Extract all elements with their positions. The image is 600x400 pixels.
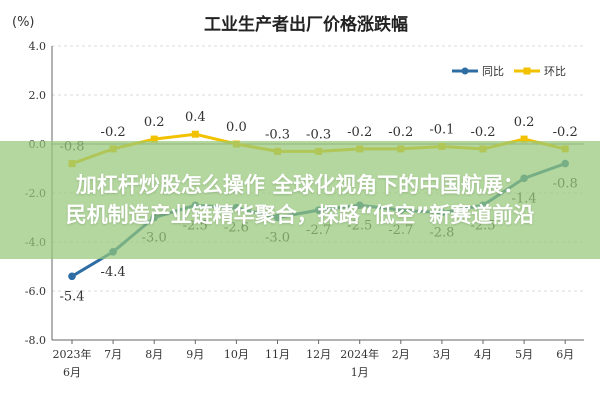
data-label-mom: 0.0 (226, 120, 247, 135)
x-tick-label: 5月 (515, 348, 533, 361)
x-tick-label: 12月 (306, 348, 331, 361)
data-label-mom: -0.2 (101, 125, 126, 140)
x-tick-label: 6月 (556, 348, 574, 361)
x-tick-label: 8月 (145, 348, 163, 361)
x-tick-label: 6月 (63, 366, 81, 379)
y-tick-label: 4.0 (29, 40, 47, 53)
point-mom (191, 130, 199, 138)
x-tick-label: 1月 (351, 366, 369, 379)
x-tick-label: 10月 (224, 348, 249, 361)
data-label-mom: 0.2 (144, 115, 165, 130)
legend-mom-label: 环比 (544, 65, 566, 78)
data-label-mom: -0.2 (347, 125, 372, 140)
legend-mom-marker (523, 67, 531, 75)
y-tick-label: 2.0 (29, 89, 47, 102)
y-axis-unit: (%) (12, 15, 35, 30)
data-label-mom: -0.3 (265, 127, 290, 142)
x-tick-label: 11月 (265, 348, 290, 361)
overlay-headline-line1: 加杠杆炒股怎么操作 全球化视角下的中国航展： (75, 173, 525, 197)
point-mom (520, 135, 528, 143)
chart-title: 工业生产者出厂价格涨跌幅 (204, 14, 408, 35)
data-label-yoy: -5.4 (59, 289, 84, 304)
y-tick-label: -6.0 (25, 285, 46, 298)
x-tick-label: 9月 (186, 348, 204, 361)
data-label-mom: -0.1 (429, 122, 454, 137)
x-tick-label: 2月 (392, 348, 410, 361)
data-label-mom: 0.4 (185, 110, 206, 125)
legend-yoy-label: 同比 (482, 65, 504, 78)
x-tick-label: 4月 (474, 348, 492, 361)
data-label-mom: 0.2 (514, 115, 535, 130)
overlay-banner[interactable]: 加杠杆炒股怎么操作 全球化视角下的中国航展： 民机制造产业链精华聚合，探路“低空… (0, 141, 600, 259)
x-tick-label: 2023年 (53, 347, 92, 361)
overlay-headline-line2: 民机制造产业链精华聚合，探路“低空”新赛道前沿 (65, 203, 535, 227)
data-label-mom: -0.2 (470, 125, 495, 140)
legend: 同比 环比 (452, 65, 566, 78)
y-tick-label: -8.0 (25, 334, 46, 347)
data-label-mom: -0.3 (306, 127, 331, 142)
x-tick-label: 3月 (433, 348, 451, 361)
point-mom (150, 135, 158, 143)
legend-yoy-marker (461, 67, 469, 75)
data-label-yoy: -4.4 (101, 265, 126, 280)
data-label-mom: -0.2 (388, 125, 413, 140)
data-label-mom: -0.2 (553, 125, 578, 140)
x-tick-label: 2024年 (340, 347, 379, 361)
point-yoy (68, 272, 76, 281)
x-tick-label: 7月 (104, 348, 122, 361)
